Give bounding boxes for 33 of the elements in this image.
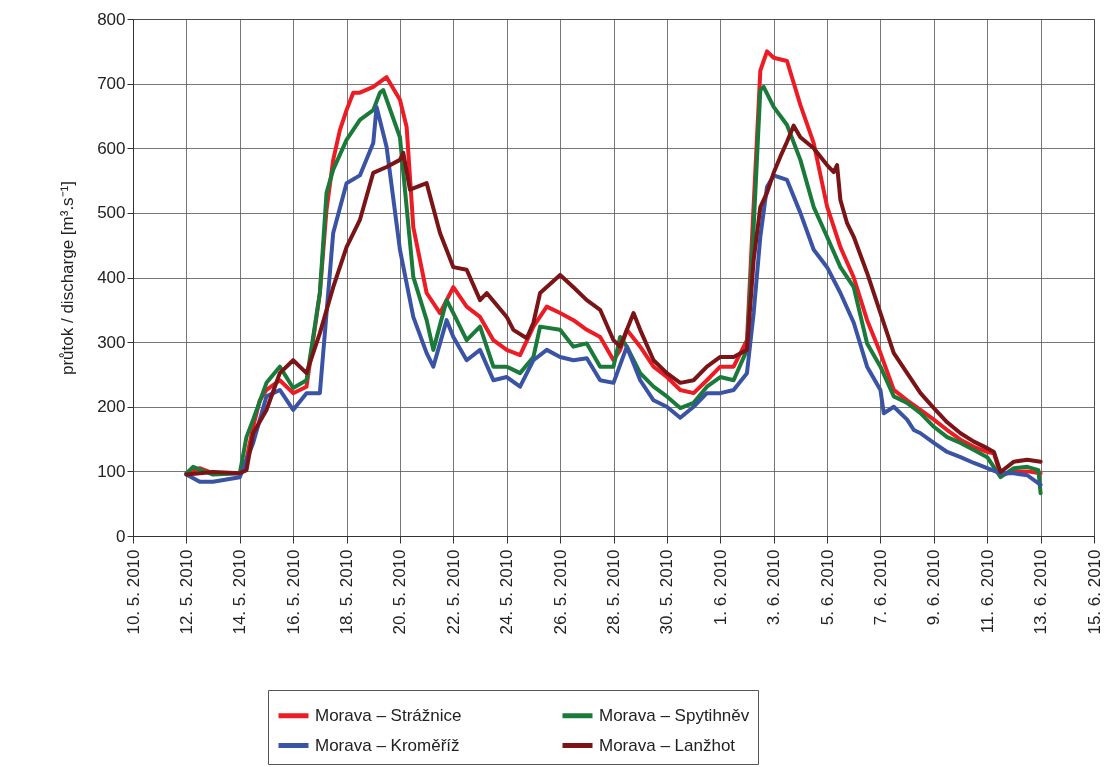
x-tick-label: 26. 5. 2010	[550, 549, 570, 635]
legend-label: Morava – Lanžhot	[599, 735, 736, 755]
x-tick-label: 16. 5. 2010	[283, 549, 303, 635]
y-tick-label: 800	[97, 9, 126, 29]
y-tick-label: 200	[97, 397, 126, 417]
y-tick-label: 100	[97, 461, 126, 481]
legend-label: Morava – Spytihněv	[599, 705, 750, 725]
x-tick-label: 28. 5. 2010	[604, 549, 623, 635]
x-tick-label: 22. 5. 2010	[443, 549, 463, 635]
x-tick-label: 20. 5. 2010	[390, 549, 410, 635]
x-tick-label: 18. 5. 2010	[337, 549, 357, 635]
x-tick-label: 5. 6. 2010	[817, 549, 837, 626]
x-tick-label: 10. 5. 2010	[123, 549, 143, 635]
x-tick-label: 14. 5. 2010	[230, 549, 250, 635]
y-tick-label: 400	[97, 268, 126, 287]
x-tick-label: 24. 5. 2010	[497, 549, 517, 635]
legend-label: Morava – Kroměříž	[315, 735, 460, 755]
x-tick-label: 9. 6. 2010	[924, 549, 944, 626]
y-tick-label: 500	[97, 203, 126, 223]
y-tick-label: 600	[97, 138, 126, 158]
x-tick-label: 15. 6. 2010	[1084, 549, 1104, 635]
x-tick-label: 1. 6. 2010	[710, 549, 730, 626]
x-tick-label: 30. 5. 2010	[657, 549, 677, 635]
x-tick-label: 3. 6. 2010	[764, 549, 784, 626]
x-tick-label: 7. 6. 2010	[870, 549, 890, 626]
y-tick-label: 700	[97, 74, 126, 94]
x-tick-label: 13. 6. 2010	[1031, 549, 1051, 635]
y-tick-label: 0	[116, 526, 126, 546]
x-tick-label: 12. 5. 2010	[176, 549, 196, 635]
y-axis-title: průtok / discharge [m³.s⁻¹]	[58, 180, 78, 376]
y-tick-label: 300	[97, 332, 126, 352]
legend-label: Morava – Strážnice	[315, 705, 462, 725]
x-tick-label: 11. 6. 2010	[977, 549, 997, 634]
